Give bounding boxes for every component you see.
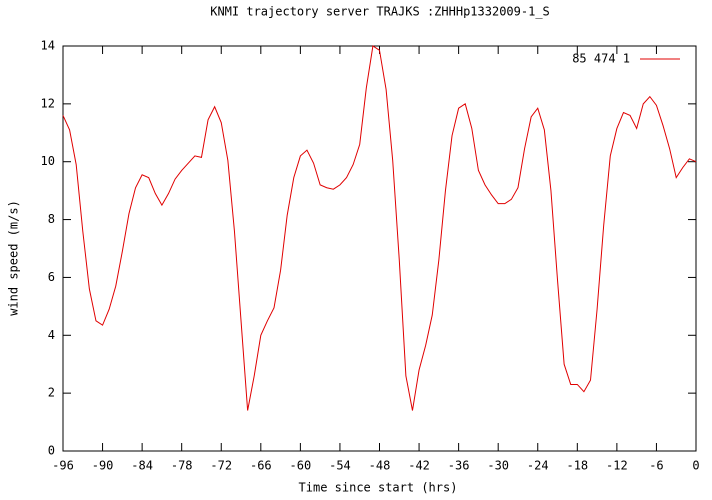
x-tick-label: -36 xyxy=(448,459,470,473)
x-tick-label: -78 xyxy=(171,459,193,473)
x-tick-label: -54 xyxy=(329,459,351,473)
y-tick-label: 8 xyxy=(48,212,55,226)
x-tick-label: -90 xyxy=(92,459,114,473)
x-tick-label: 0 xyxy=(692,459,699,473)
y-tick-label: 6 xyxy=(48,270,55,284)
x-tick-label: -84 xyxy=(131,459,153,473)
y-tick-label: 4 xyxy=(48,328,55,342)
x-tick-label: -72 xyxy=(210,459,232,473)
x-tick-label: -6 xyxy=(649,459,663,473)
x-tick-label: -24 xyxy=(527,459,549,473)
x-tick-label: -48 xyxy=(369,459,391,473)
y-tick-label: 14 xyxy=(41,39,55,53)
x-tick-label: -18 xyxy=(566,459,588,473)
x-axis-label: Time since start (hrs) xyxy=(299,481,458,495)
y-tick-label: 12 xyxy=(41,96,55,110)
x-tick-label: -42 xyxy=(408,459,430,473)
x-tick-label: -12 xyxy=(606,459,628,473)
legend-label: 85 474 1 xyxy=(572,52,630,66)
x-tick-label: -66 xyxy=(250,459,272,473)
x-tick-label: -30 xyxy=(487,459,509,473)
x-tick-label: -60 xyxy=(290,459,312,473)
x-tick-label: -96 xyxy=(52,459,74,473)
y-tick-label: 10 xyxy=(41,154,55,168)
y-axis-label: wind speed (m/s) xyxy=(7,200,21,316)
chart-title: KNMI trajectory server TRAJKS :ZHHHp1332… xyxy=(210,5,550,19)
plot-border xyxy=(62,45,697,452)
y-tick-label: 0 xyxy=(48,444,55,458)
y-tick-label: 2 xyxy=(48,386,55,400)
series-line xyxy=(62,45,697,411)
